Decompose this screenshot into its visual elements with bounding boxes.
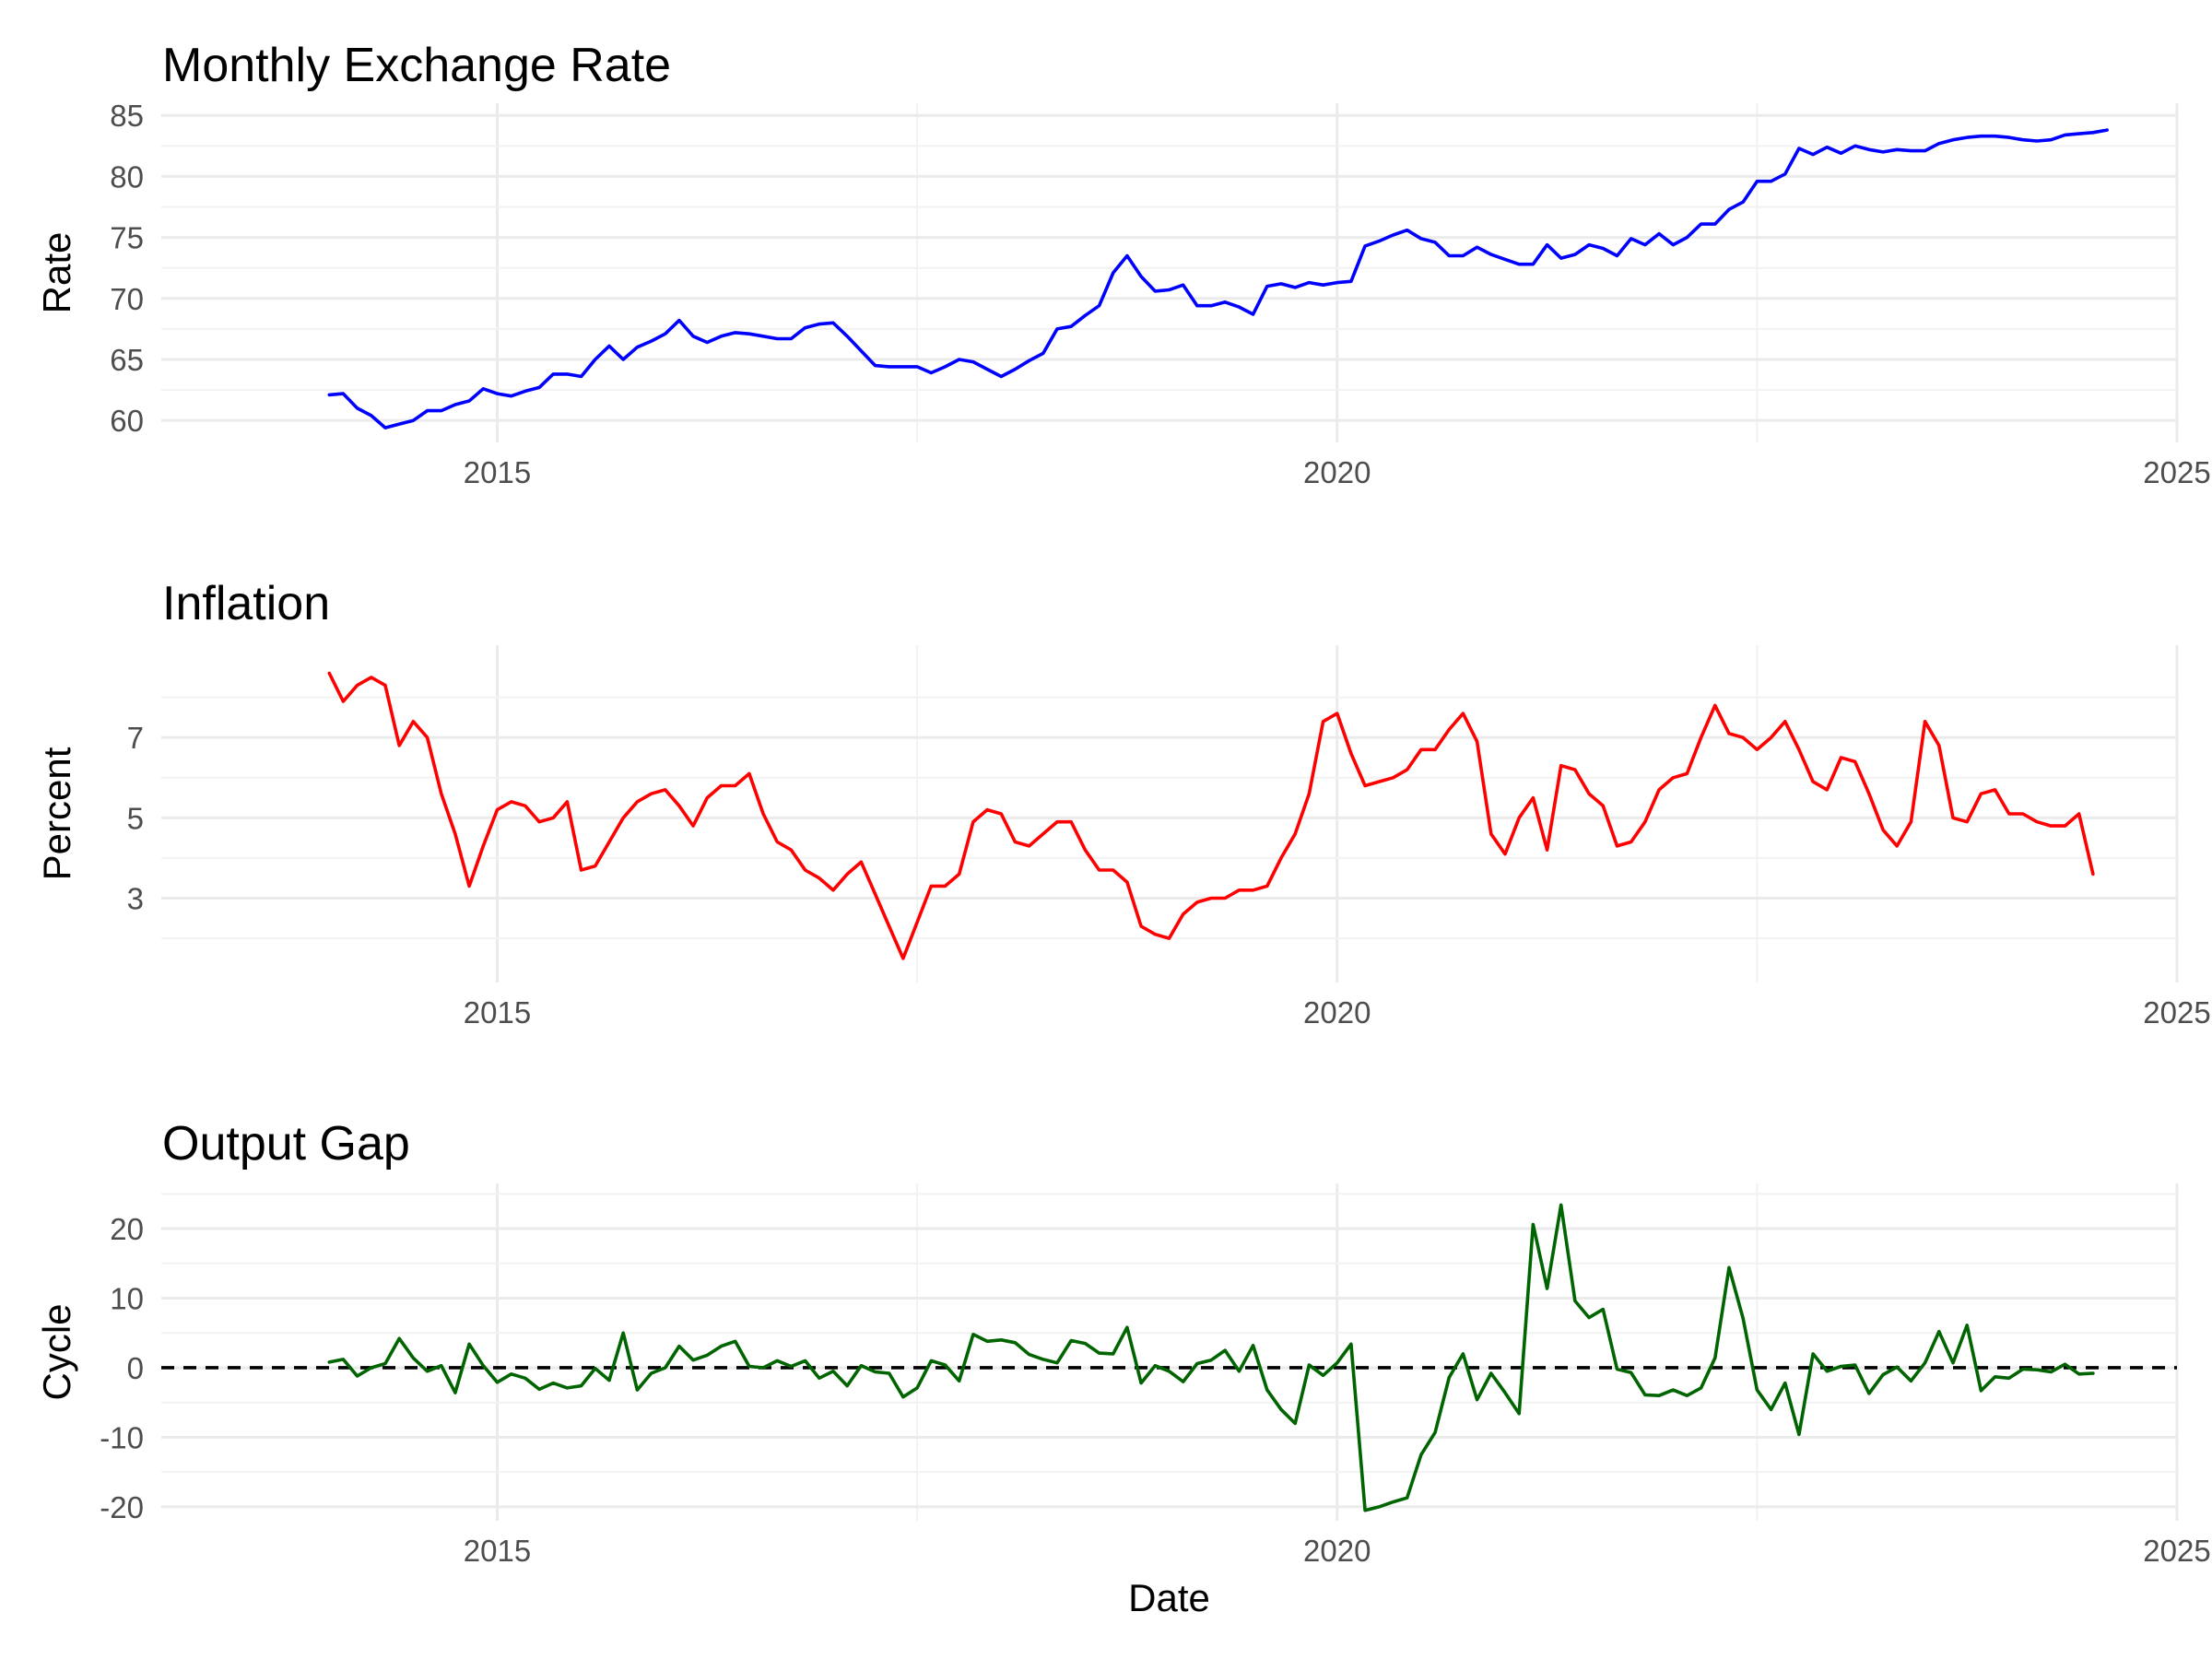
panel-title: Monthly Exchange Rate [162, 39, 671, 92]
x-tick-label: 2025 [2143, 455, 2210, 489]
y-tick-label: -20 [100, 1490, 144, 1524]
series-line [327, 671, 2095, 960]
series-line [327, 1203, 2095, 1512]
panel-title: Inflation [162, 577, 330, 630]
y-tick-label: 7 [127, 721, 144, 755]
x-tick-label: 2020 [1303, 1534, 1371, 1568]
y-tick-label: 3 [127, 882, 144, 916]
x-tick-label: 2025 [2143, 1534, 2210, 1568]
y-tick-label: 75 [110, 221, 144, 255]
y-tick-label: 60 [110, 404, 144, 438]
x-tick-label: 2015 [464, 995, 531, 1030]
x-tick-label: 2025 [2143, 995, 2210, 1030]
y-tick-label: 80 [110, 159, 144, 194]
panel-title: Output Gap [162, 1117, 410, 1171]
x-tick-label: 2015 [464, 1534, 531, 1568]
y-tick-label: -10 [100, 1420, 144, 1454]
y-tick-label: 10 [110, 1282, 144, 1316]
y-axis-title: Percent [35, 747, 78, 880]
y-tick-label: 85 [110, 99, 144, 133]
x-axis-title: Date [1128, 1576, 1210, 1619]
y-tick-label: 5 [127, 801, 144, 835]
series-line [327, 128, 2109, 429]
y-tick-label: 20 [110, 1212, 144, 1246]
x-tick-label: 2015 [464, 455, 531, 489]
panel-3: 2015 2020 2025 -20 -10 0 10 20 Output Gap Cycle Da… [35, 1117, 2211, 1619]
panel-1: 2015 2020 2025 60 65 70 75 80 85 Monthly Exchange… [35, 39, 2211, 489]
y-tick-label: 70 [110, 282, 144, 316]
y-axis-title: Rate [35, 232, 78, 314]
panel-2: 2015 2020 2025 3 5 7 Inflation Percent [35, 577, 2211, 1030]
gridlines [161, 1183, 2179, 1521]
y-axis-title: Cycle [35, 1303, 78, 1400]
x-tick-label: 2020 [1303, 455, 1371, 489]
y-tick-label: 65 [110, 343, 144, 377]
gridlines [161, 103, 2179, 442]
gridlines [161, 645, 2179, 982]
y-tick-label: 0 [127, 1351, 144, 1385]
x-tick-label: 2020 [1303, 995, 1371, 1030]
